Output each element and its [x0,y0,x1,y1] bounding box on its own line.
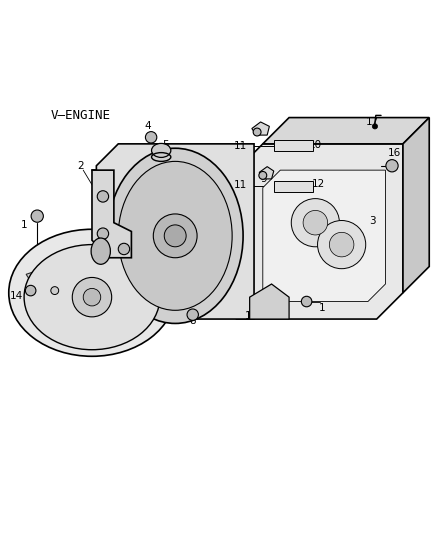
Text: 10: 10 [309,140,322,150]
Circle shape [51,287,59,295]
Polygon shape [92,170,131,258]
Circle shape [259,172,267,179]
Circle shape [386,159,398,172]
Text: 8: 8 [189,316,196,326]
Circle shape [118,243,130,255]
Text: 14: 14 [10,291,23,301]
Polygon shape [26,242,158,343]
Text: 13: 13 [244,311,258,320]
Circle shape [97,191,109,202]
Text: 16: 16 [388,149,401,158]
Polygon shape [263,170,385,302]
Text: 5: 5 [162,140,169,150]
Circle shape [318,221,366,269]
Circle shape [164,225,186,247]
Ellipse shape [91,238,110,264]
Circle shape [253,128,261,136]
Circle shape [25,285,36,296]
Polygon shape [96,144,254,319]
Circle shape [291,199,339,247]
Bar [274,181,313,192]
Bar [274,140,313,151]
Ellipse shape [107,148,243,324]
Text: 15: 15 [99,334,112,344]
Ellipse shape [152,143,171,157]
Polygon shape [263,118,429,144]
Circle shape [31,210,43,222]
Text: 11: 11 [233,141,247,151]
Text: 2: 2 [78,161,85,171]
Text: 1: 1 [318,303,325,313]
Text: 11: 11 [233,181,247,190]
Circle shape [329,232,354,257]
Text: 3: 3 [97,237,104,247]
Circle shape [303,211,328,235]
Circle shape [153,214,197,258]
Circle shape [83,288,101,306]
Text: 17: 17 [366,117,379,127]
Polygon shape [250,284,289,319]
Text: V–ENGINE: V–ENGINE [50,109,110,122]
Polygon shape [403,118,429,293]
Circle shape [145,132,157,143]
Text: 3: 3 [369,215,376,225]
Polygon shape [49,262,135,324]
Polygon shape [252,122,269,135]
Circle shape [187,309,198,320]
Text: 4: 4 [145,122,152,131]
Text: 6: 6 [161,153,168,163]
Ellipse shape [118,161,232,310]
Polygon shape [237,144,403,319]
Text: 9: 9 [255,124,262,134]
Ellipse shape [24,245,160,350]
Circle shape [97,228,109,239]
Circle shape [72,278,112,317]
Text: 12: 12 [312,179,325,189]
Text: 7: 7 [72,257,79,267]
Ellipse shape [9,229,175,356]
Circle shape [372,124,378,129]
Text: 9: 9 [260,174,267,184]
Circle shape [301,296,312,307]
Text: 1: 1 [21,220,28,230]
Polygon shape [259,167,274,179]
